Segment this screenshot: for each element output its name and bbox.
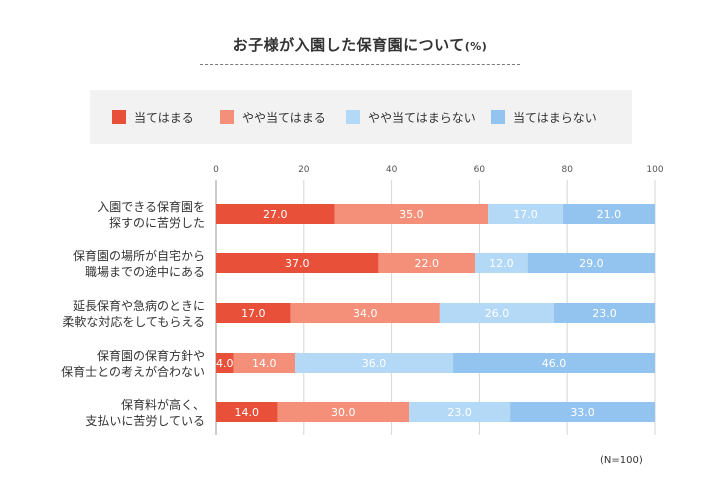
data-label: 36.0 (362, 357, 387, 370)
data-label: 14.0 (234, 406, 259, 419)
bar-segment (233, 353, 296, 373)
bar-segment (562, 204, 655, 224)
bar-segment (527, 253, 655, 273)
data-label: 37.0 (285, 257, 310, 270)
x-tick-label: 20 (298, 165, 310, 175)
bar-segment (378, 253, 476, 273)
data-label: 29.0 (579, 257, 604, 270)
x-tick-label: 60 (474, 165, 486, 175)
title-underline (200, 64, 520, 65)
legend-swatch (491, 110, 505, 124)
category-label: 延長保育や急病のときに (73, 298, 205, 313)
legend-label: やや当てはまる (242, 110, 326, 125)
category-label: 保育園の保育方針や (97, 348, 205, 363)
bar-segment (216, 353, 234, 373)
category-label: 保育料が高く、 (121, 397, 205, 412)
category-label: 保育園の場所が自宅から (73, 248, 205, 263)
x-tick-label: 0 (213, 165, 219, 175)
chart-title: お子様が入園した保育園について(%) (0, 34, 720, 55)
legend-label: 当てはまらない (513, 110, 597, 125)
bar-segment (295, 353, 454, 373)
bar-segment (554, 303, 655, 323)
category-label: 入園できる保育園を (97, 199, 205, 214)
data-label: 22.0 (414, 257, 439, 270)
data-label: 35.0 (399, 208, 424, 221)
data-label: 23.0 (447, 406, 472, 419)
bar-segment (216, 303, 291, 323)
data-label: 21.0 (597, 208, 622, 221)
category-label: 職場までの途中にある (85, 264, 205, 279)
chart-title-text: お子様が入園した保育園について (232, 36, 465, 54)
data-label: 4.0 (216, 357, 234, 370)
bar-segment (488, 204, 563, 224)
legend-swatch (346, 110, 360, 124)
data-label: 30.0 (331, 406, 356, 419)
bar-segment (216, 204, 335, 224)
bar-segment (475, 253, 528, 273)
bar-segment (216, 253, 379, 273)
bar-segment (453, 353, 655, 373)
bar-segment (290, 303, 440, 323)
x-tick-label: 100 (646, 165, 663, 175)
legend-swatch (220, 110, 234, 124)
legend-swatch (112, 110, 126, 124)
bar-segment (277, 402, 410, 422)
data-label: 33.0 (570, 406, 595, 419)
x-tick-label: 40 (386, 165, 398, 175)
data-label: 17.0 (241, 307, 266, 320)
bar-segment (409, 402, 511, 422)
bar-segment (439, 303, 555, 323)
data-label: 23.0 (592, 307, 617, 320)
data-label: 46.0 (542, 357, 567, 370)
bar-segment (510, 402, 655, 422)
legend-item: やや当てはまらない (346, 108, 476, 126)
chart-title-unit: (%) (464, 40, 488, 53)
data-label: 12.0 (489, 257, 514, 270)
legend-item: 当てはまる (112, 108, 194, 126)
bar-segment (334, 204, 489, 224)
data-label: 17.0 (513, 208, 538, 221)
category-label: 探すのに苦労した (109, 216, 205, 230)
data-label: 27.0 (263, 208, 288, 221)
legend-item: やや当てはまる (220, 108, 326, 126)
category-label: 支払いに苦労している (85, 414, 205, 428)
sample-size-note: (N=100) (600, 455, 643, 466)
legend-label: 当てはまる (134, 110, 194, 125)
legend-item: 当てはまらない (491, 108, 597, 126)
data-label: 34.0 (353, 307, 378, 320)
category-label: 柔軟な対応をしてもらえる (62, 314, 205, 329)
x-tick-label: 80 (561, 165, 573, 175)
bar-segment (216, 402, 278, 422)
legend: 当てはまる やや当てはまる やや当てはまらない 当てはまらない (90, 90, 632, 144)
data-label: 14.0 (252, 357, 277, 370)
data-label: 26.0 (485, 307, 510, 320)
category-label: 保育士との考えが合わない (61, 364, 205, 379)
legend-label: やや当てはまらない (368, 110, 476, 125)
